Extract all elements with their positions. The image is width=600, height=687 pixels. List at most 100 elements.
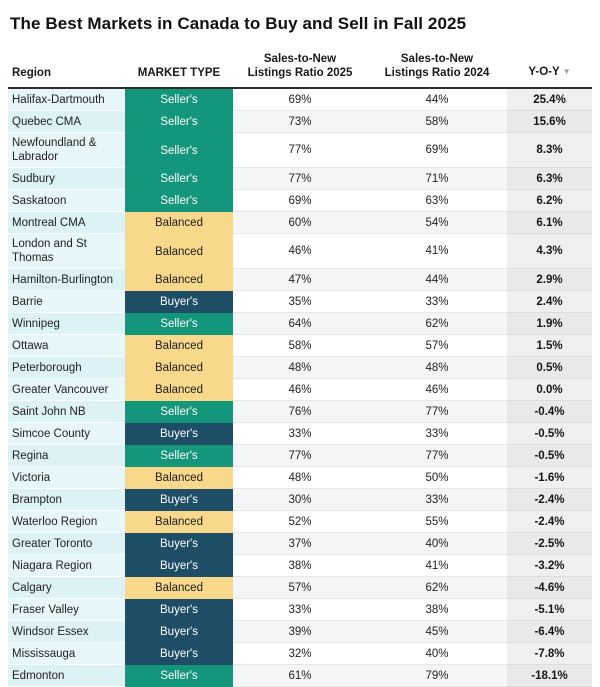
market-type-cell: Seller's — [125, 190, 233, 212]
market-type-cell: Balanced — [125, 269, 233, 291]
region-cell: Fraser Valley — [8, 599, 125, 621]
ratio-2024-cell: 62% — [367, 313, 507, 335]
yoy-cell: 1.9% — [507, 313, 592, 335]
table-row: London and St Thomas Balanced 46% 41% 4.3% — [8, 234, 592, 269]
yoy-cell: -2.5% — [507, 533, 592, 555]
ratio-2025-cell: 37% — [233, 533, 367, 555]
ratio-2025-cell: 35% — [233, 291, 367, 313]
ratio-2025-cell: 77% — [233, 133, 367, 168]
ratio-2024-cell: 50% — [367, 467, 507, 489]
yoy-cell: -18.1% — [507, 665, 592, 687]
region-cell: Waterloo Region — [8, 511, 125, 533]
sort-descending-icon: ▼ — [562, 67, 571, 76]
ratio-2025-cell: 33% — [233, 423, 367, 445]
ratio-2024-cell: 40% — [367, 643, 507, 665]
region-cell: Newfoundland & Labrador — [8, 133, 125, 168]
market-type-cell: Seller's — [125, 401, 233, 423]
region-cell: Ottawa — [8, 335, 125, 357]
yoy-cell: 2.4% — [507, 291, 592, 313]
market-type-cell: Seller's — [125, 313, 233, 335]
yoy-cell: -0.5% — [507, 423, 592, 445]
market-type-cell: Buyer's — [125, 533, 233, 555]
market-type-cell: Buyer's — [125, 291, 233, 313]
region-cell: Saint John NB — [8, 401, 125, 423]
market-type-cell: Buyer's — [125, 621, 233, 643]
table-row: Waterloo Region Balanced 52% 55% -2.4% — [8, 511, 592, 533]
yoy-cell: 1.5% — [507, 335, 592, 357]
ratio-2024-cell: 46% — [367, 379, 507, 401]
table-row: Fraser Valley Buyer's 33% 38% -5.1% — [8, 599, 592, 621]
region-cell: Peterborough — [8, 357, 125, 379]
market-type-cell: Balanced — [125, 357, 233, 379]
ratio-2024-cell: 57% — [367, 335, 507, 357]
ratio-2025-header-line1: Sales-to-New — [263, 53, 337, 65]
market-type-cell: Balanced — [125, 577, 233, 599]
yoy-cell: -6.4% — [507, 621, 592, 643]
ratio-2024-cell: 71% — [367, 168, 507, 190]
ratio-2024-cell: 33% — [367, 489, 507, 511]
ratio-2025-cell: 77% — [233, 168, 367, 190]
market-type-cell: Seller's — [125, 445, 233, 467]
column-header-market-type: MARKET TYPE — [125, 48, 233, 89]
region-cell: Windsor Essex — [8, 621, 125, 643]
yoy-cell: -1.6% — [507, 467, 592, 489]
yoy-cell: 4.3% — [507, 234, 592, 269]
ratio-2025-cell: 33% — [233, 599, 367, 621]
market-type-cell: Seller's — [125, 665, 233, 687]
table-row: Regina Seller's 77% 77% -0.5% — [8, 445, 592, 467]
ratio-2025-cell: 48% — [233, 357, 367, 379]
table-row: Greater Toronto Buyer's 37% 40% -2.5% — [8, 533, 592, 555]
region-cell: Montreal CMA — [8, 212, 125, 234]
yoy-cell: 2.9% — [507, 269, 592, 291]
ratio-2024-cell: 69% — [367, 133, 507, 168]
ratio-2024-cell: 41% — [367, 234, 507, 269]
market-type-cell: Balanced — [125, 234, 233, 269]
market-type-cell: Seller's — [125, 111, 233, 133]
region-cell: Regina — [8, 445, 125, 467]
market-type-cell: Balanced — [125, 212, 233, 234]
region-cell: Quebec CMA — [8, 111, 125, 133]
region-cell: Greater Toronto — [8, 533, 125, 555]
market-type-cell: Buyer's — [125, 599, 233, 621]
market-type-cell: Seller's — [125, 168, 233, 190]
column-header-region: Region — [8, 48, 125, 89]
ratio-2024-cell: 41% — [367, 555, 507, 577]
yoy-cell: -5.1% — [507, 599, 592, 621]
yoy-cell: -3.2% — [507, 555, 592, 577]
ratio-2024-cell: 44% — [367, 89, 507, 111]
ratio-2024-cell: 44% — [367, 269, 507, 291]
table-row: Edmonton Seller's 61% 79% -18.1% — [8, 665, 592, 687]
table-row: Hamilton-Burlington Balanced 47% 44% 2.9% — [8, 269, 592, 291]
table-row: Brampton Buyer's 30% 33% -2.4% — [8, 489, 592, 511]
market-type-cell: Buyer's — [125, 489, 233, 511]
ratio-2024-cell: 54% — [367, 212, 507, 234]
ratio-2024-cell: 63% — [367, 190, 507, 212]
yoy-cell: -0.4% — [507, 401, 592, 423]
region-cell: Winnipeg — [8, 313, 125, 335]
ratio-2024-cell: 33% — [367, 423, 507, 445]
region-header-label: Region — [12, 67, 51, 79]
table-row: Barrie Buyer's 35% 33% 2.4% — [8, 291, 592, 313]
ratio-2025-cell: 48% — [233, 467, 367, 489]
yoy-cell: -2.4% — [507, 511, 592, 533]
ratio-2025-cell: 61% — [233, 665, 367, 687]
market-type-cell: Balanced — [125, 379, 233, 401]
table-row: Mississauga Buyer's 32% 40% -7.8% — [8, 643, 592, 665]
yoy-cell: 15.6% — [507, 111, 592, 133]
table-row: Saint John NB Seller's 76% 77% -0.4% — [8, 401, 592, 423]
yoy-cell: 25.4% — [507, 89, 592, 111]
region-cell: Halifax-Dartmouth — [8, 89, 125, 111]
market-type-cell: Seller's — [125, 133, 233, 168]
region-cell: Calgary — [8, 577, 125, 599]
yoy-cell: -4.6% — [507, 577, 592, 599]
ratio-2025-cell: 64% — [233, 313, 367, 335]
ratio-2025-cell: 76% — [233, 401, 367, 423]
column-header-yoy[interactable]: Y-O-Y ▼ — [507, 48, 592, 89]
column-header-ratio-2025: Sales-to-New Listings Ratio 2025 — [233, 48, 367, 89]
ratio-2024-header-line2: Listings Ratio 2024 — [384, 67, 490, 79]
ratio-2025-cell: 60% — [233, 212, 367, 234]
table-row: Sudbury Seller's 77% 71% 6.3% — [8, 168, 592, 190]
ratio-2024-cell: 55% — [367, 511, 507, 533]
ratio-2025-cell: 73% — [233, 111, 367, 133]
market-type-cell: Balanced — [125, 335, 233, 357]
